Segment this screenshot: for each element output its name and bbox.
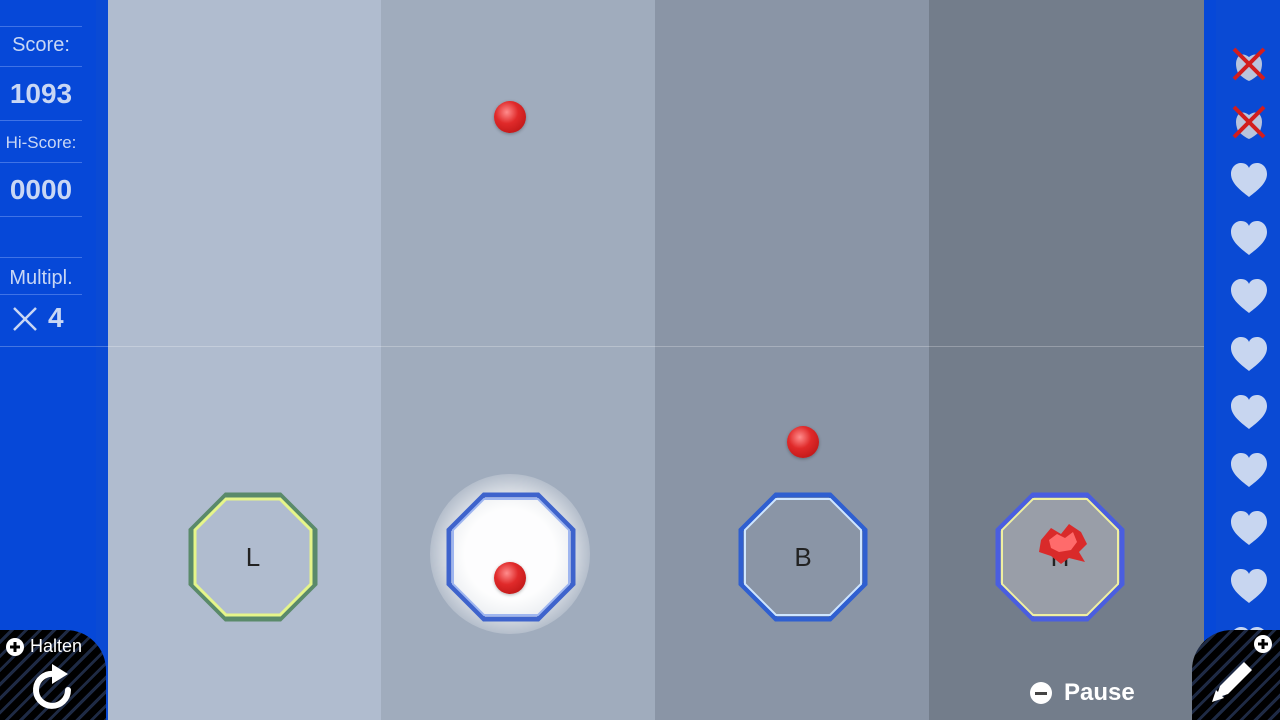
target-label: L — [245, 541, 261, 572]
falling-ball — [787, 426, 819, 458]
heart-icon — [1231, 337, 1267, 371]
plus-circle-icon — [6, 638, 24, 656]
heart-icon — [1231, 511, 1267, 545]
ball-in-target — [494, 562, 526, 594]
hud-divider — [0, 26, 82, 27]
hud-divider — [0, 294, 82, 295]
multiplier-value: 4 — [48, 302, 64, 333]
hiscore-label: Hi-Score: — [5, 133, 77, 152]
hiscore-value: 0000 — [9, 174, 73, 205]
lane-4 — [929, 0, 1204, 720]
hud-divider — [0, 216, 82, 217]
score-label: Score: — [12, 34, 70, 56]
heart-icon — [1231, 221, 1267, 255]
octagon-ring-icon — [188, 492, 318, 622]
target-lane-4[interactable]: H — [995, 492, 1125, 622]
heart-icon — [1231, 395, 1267, 429]
multiplier-label: Multipl. — [9, 267, 73, 289]
burst-icon — [1039, 524, 1087, 564]
heart-icon — [1231, 163, 1267, 197]
pause-button[interactable]: Pause — [1030, 678, 1135, 708]
hud-divider — [0, 257, 82, 258]
octagon-ring-icon — [738, 492, 868, 622]
hold-label[interactable]: Halten — [30, 636, 83, 656]
heart-icon — [1231, 279, 1267, 313]
hud-divider — [0, 120, 82, 121]
timing-line — [0, 346, 1280, 347]
left-hud-panel: Score: 1093 Hi-Score: 0000 Multipl. 4 — [0, 0, 108, 720]
target-lane-3[interactable]: B — [738, 492, 868, 622]
octagon-ring-icon — [446, 492, 576, 622]
hud-divider — [0, 162, 82, 163]
target-label: B — [794, 541, 812, 572]
heart-icon — [1231, 569, 1267, 603]
score-value: 1093 — [9, 78, 73, 109]
falling-ball — [494, 101, 526, 133]
hud-divider — [0, 66, 82, 67]
lane-1 — [108, 0, 381, 720]
plus-circle-icon — [1254, 635, 1272, 653]
heart-icon — [1231, 453, 1267, 487]
target-lane-1[interactable]: L — [188, 492, 318, 622]
x-icon — [13, 307, 37, 331]
pencil-icon — [1212, 662, 1252, 702]
pause-label: Pause — [1064, 679, 1135, 706]
lane-3 — [655, 0, 929, 720]
red-x-icon — [1232, 105, 1266, 139]
rotate-icon — [33, 664, 71, 709]
target-label — [446, 492, 576, 622]
target-lane-2[interactable] — [446, 492, 576, 622]
minus-circle-icon — [1030, 682, 1052, 704]
red-x-icon — [1232, 47, 1266, 81]
